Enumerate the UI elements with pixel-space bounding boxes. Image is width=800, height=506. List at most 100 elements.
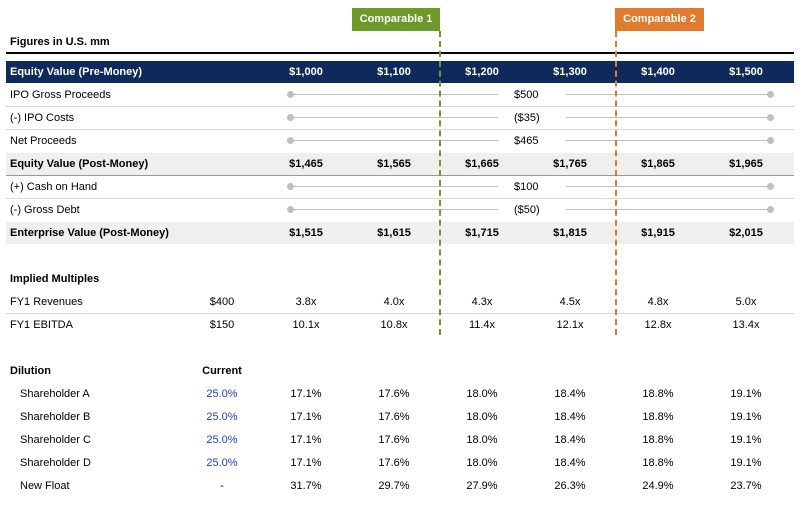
dilution-value: 23.7% [730,480,762,492]
post-money-row: Equity Value (Post-Money) $1,465 $1,565 … [6,153,794,175]
multiple-value: 10.8x [380,319,408,331]
ipo-gross-slider-left[interactable] [290,94,498,95]
current-stake-input[interactable]: 25.0% [206,434,238,446]
dilution-row: Shareholder D 25.0% 17.1% 17.6% 18.0% 18… [6,452,794,474]
dilution-value: 17.1% [290,388,322,400]
ev-value: $1,715 [465,227,499,239]
cash-row: (+) Cash on Hand $100 [6,176,794,199]
slider-knob[interactable] [287,206,294,213]
ipo-costs-label: (-) IPO Costs [10,112,75,124]
slider-knob[interactable] [767,137,774,144]
slider-knob[interactable] [287,114,294,121]
multiple-value: 4.5x [559,296,581,308]
post-money-value: $1,965 [729,158,763,170]
dilution-value: 19.1% [730,411,762,423]
ev-value: $1,815 [553,227,587,239]
multiple-value: 11.4x [468,319,496,331]
slider-knob[interactable] [767,206,774,213]
dilution-value: 17.6% [378,388,410,400]
dilution-title: Dilution [10,365,51,377]
slider-knob[interactable] [287,91,294,98]
multiple-value: 10.1x [292,319,320,331]
dilution-value: 18.4% [554,411,586,423]
dilution-value: 24.9% [642,480,674,492]
ipo-costs-value: ($35) [514,112,540,124]
debt-slider-left[interactable] [290,209,498,210]
dilution-value: 18.0% [466,388,498,400]
pre-money-row: Equity Value (Pre-Money) $1,000 $1,100 $… [6,61,794,83]
page-title: Figures in U.S. mm [10,36,110,48]
current-stake: - [220,480,224,492]
dilution-value: 27.9% [466,480,498,492]
dilution-row: New Float - 31.7% 29.7% 27.9% 26.3% 24.9… [6,475,794,497]
dilution-value: 17.1% [290,434,322,446]
pre-money-value: $1,300 [553,66,587,78]
dilution-value: 18.8% [642,434,674,446]
dilution-value: 17.6% [378,434,410,446]
ipo-costs-slider-right[interactable] [566,117,771,118]
dilution-value: 18.0% [466,411,498,423]
post-money-value: $1,665 [465,158,499,170]
slider-knob[interactable] [287,137,294,144]
multiple-value: 4.3x [471,296,493,308]
net-proceeds-slider-left[interactable] [290,140,498,141]
dilution-value: 17.6% [378,411,410,423]
pre-money-value: $1,000 [289,66,323,78]
slider-knob[interactable] [767,114,774,121]
shareholder-label: New Float [20,480,70,492]
dilution-value: 18.8% [642,388,674,400]
pre-money-value: $1,200 [465,66,499,78]
pre-money-value: $1,400 [641,66,675,78]
dilution-value: 31.7% [290,480,322,492]
comparable-1-tag: Comparable 1 [352,8,440,31]
debt-row: (-) Gross Debt ($50) [6,199,794,221]
dilution-value: 18.8% [642,457,674,469]
current-stake-input[interactable]: 25.0% [206,411,238,423]
comparable-2-tag: Comparable 2 [615,8,704,31]
current-stake-input[interactable]: 25.0% [206,457,238,469]
slider-knob[interactable] [767,183,774,190]
net-proceeds-row: Net Proceeds $465 [6,130,794,152]
net-proceeds-label: Net Proceeds [10,135,77,147]
shareholder-label: Shareholder A [20,388,90,400]
multiple-value: 12.1x [556,319,584,331]
slider-knob[interactable] [287,183,294,190]
post-money-value: $1,865 [641,158,675,170]
multiple-value: 4.8x [647,296,669,308]
ev-value: $1,615 [377,227,411,239]
current-header: Current [202,365,242,377]
cash-slider-left[interactable] [290,186,498,187]
multiple-value: 12.8x [644,319,672,331]
post-money-label: Equity Value (Post-Money) [10,158,149,170]
dilution-value: 17.1% [290,457,322,469]
ipo-costs-row: (-) IPO Costs ($35) [6,107,794,130]
dilution-value: 18.4% [554,457,586,469]
dilution-value: 18.4% [554,388,586,400]
pre-money-value: $1,100 [377,66,411,78]
multiples-row: FY1 EBITDA $150 10.1x 10.8x 11.4x 12.1x … [6,314,794,336]
multiples-title-row: Implied Multiples [6,268,794,290]
pre-money-label: Equity Value (Pre-Money) [10,66,143,78]
slider-knob[interactable] [767,91,774,98]
current-stake-input[interactable]: 25.0% [206,388,238,400]
net-proceeds-slider-right[interactable] [566,140,771,141]
ev-value: $1,915 [641,227,675,239]
multiple-value: 5.0x [735,296,757,308]
ipo-gross-row: IPO Gross Proceeds $500 [6,84,794,107]
dilution-value: 17.6% [378,457,410,469]
dilution-value: 19.1% [730,388,762,400]
cash-label: (+) Cash on Hand [10,181,98,193]
ev-label: Enterprise Value (Post-Money) [10,227,169,239]
debt-slider-right[interactable] [566,209,771,210]
dilution-value: 17.1% [290,411,322,423]
dilution-value: 18.0% [466,434,498,446]
post-money-value: $1,565 [377,158,411,170]
post-money-value: $1,465 [289,158,323,170]
cash-slider-right[interactable] [566,186,771,187]
ipo-gross-value: $500 [514,89,539,101]
multiple-value: 13.4x [732,319,760,331]
multiple-label: FY1 Revenues [10,296,83,308]
ipo-costs-slider-left[interactable] [290,117,498,118]
multiples-title: Implied Multiples [10,273,100,285]
ipo-gross-slider-right[interactable] [566,94,771,95]
